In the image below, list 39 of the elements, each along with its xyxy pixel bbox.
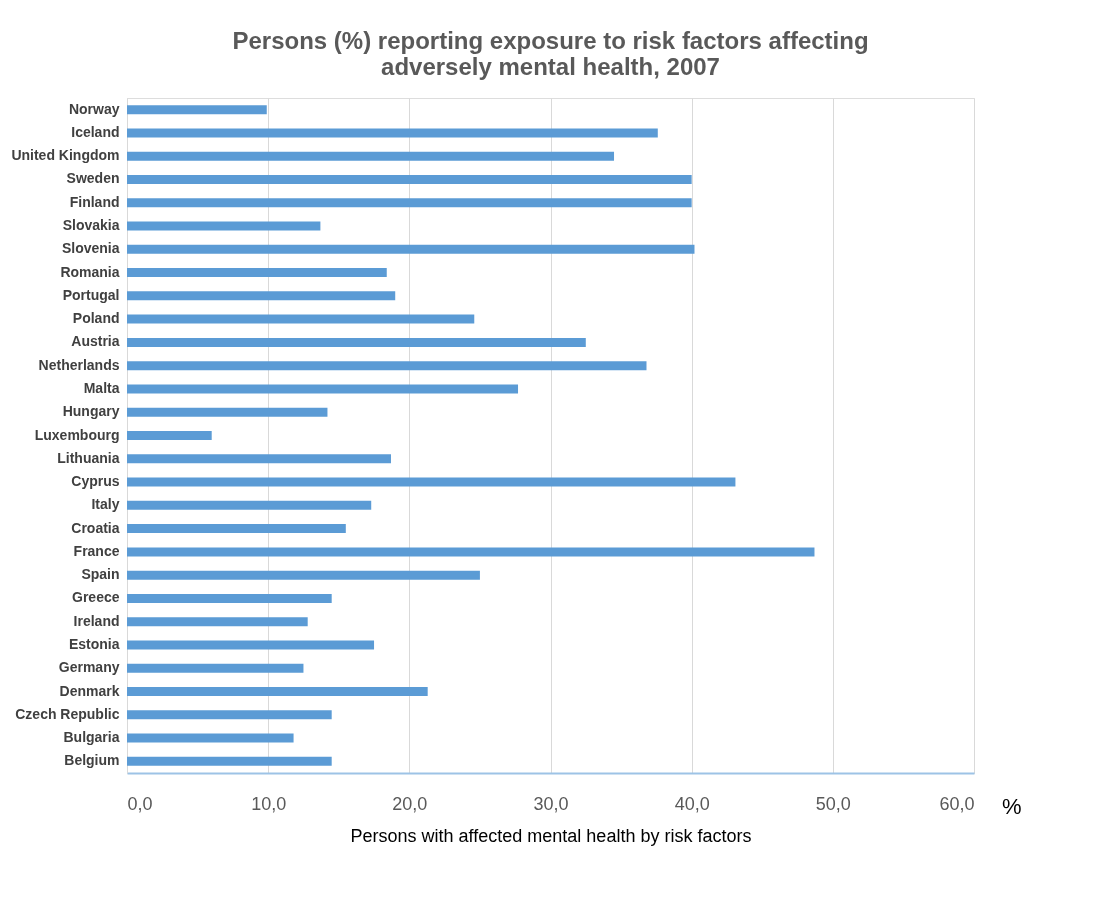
y-tick-label: Poland: [72, 310, 120, 327]
y-tick-label: Bulgaria: [63, 729, 120, 746]
y-tick-label: Belgium: [64, 752, 120, 769]
x-tick-label: 0,0: [127, 793, 153, 814]
x-tick-label: 40,0: [674, 793, 710, 814]
x-tick-label: 20,0: [392, 793, 428, 814]
y-tick-label: Italy: [91, 496, 120, 513]
y-tick-label: Germany: [58, 659, 120, 676]
x-axis-title: Persons with affected mental health by risk factors: [350, 825, 752, 846]
y-tick-label: Denmark: [59, 682, 120, 699]
y-tick-label: Slovenia: [61, 240, 120, 257]
y-tick-label: Norway: [68, 100, 120, 117]
y-tick-label: Hungary: [62, 403, 120, 420]
y-tick-label: Portugal: [62, 286, 120, 303]
x-tick-label: 60,0: [939, 793, 975, 814]
y-tick-label: Finland: [69, 193, 120, 210]
y-tick-label: Austria: [71, 333, 120, 350]
y-tick-label: Romania: [60, 263, 120, 280]
y-tick-label: Spain: [81, 566, 120, 583]
text: %: [1002, 794, 1022, 819]
y-tick-label: Greece: [72, 589, 120, 606]
y-tick-label: Ireland: [73, 612, 120, 629]
y-tick-label: Malta: [83, 379, 120, 396]
y-tick-label: Cyprus: [71, 473, 120, 490]
y-tick-label: Lithuania: [57, 449, 120, 466]
x-tick-label: 10,0: [251, 793, 287, 814]
y-tick-label: Estonia: [68, 635, 120, 652]
y-tick-label: France: [73, 542, 120, 559]
y-tick-label: Luxembourg: [34, 426, 120, 443]
y-tick-label: Czech Republic: [15, 705, 120, 722]
y-tick-label: Sweden: [66, 170, 120, 187]
y-tick-label: Iceland: [71, 123, 120, 140]
x-tick-label: 50,0: [815, 793, 851, 814]
y-tick-label: Slovakia: [62, 217, 120, 234]
y-tick-label: Croatia: [71, 519, 120, 536]
y-tick-label: Netherlands: [38, 356, 120, 373]
y-tick-label: United Kingdom: [11, 147, 120, 164]
chart-title: Persons (%) reporting exposure to risk factors affecting adversely mental health, 2007: [232, 27, 869, 80]
x-tick-label: 30,0: [533, 793, 569, 814]
